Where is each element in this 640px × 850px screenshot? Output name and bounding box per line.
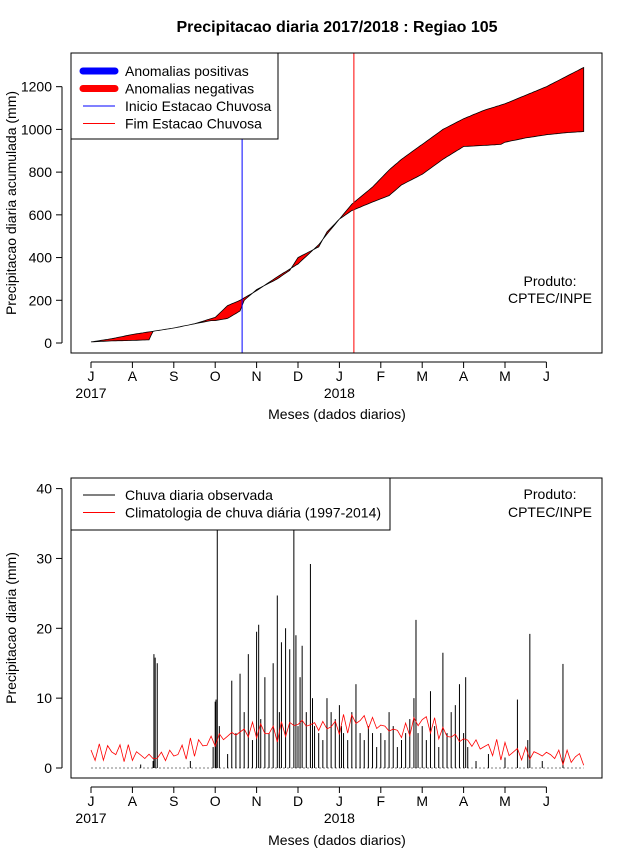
- upper-y-tick-label: 400: [29, 250, 53, 266]
- upper-year-label: 2018: [324, 385, 355, 401]
- lower-credit-product: Produto:: [524, 486, 577, 502]
- lower-x-axis-label: Meses (dados diarios): [268, 832, 406, 848]
- upper-legend: Anomalias positivas Anomalias negativasIn…: [70, 52, 279, 140]
- upper-plot-frame: [70, 52, 603, 354]
- lower-x-tick-label: N: [252, 793, 262, 809]
- upper-y-axis-label: Precipitacao diaria acumulada (mm): [3, 91, 19, 315]
- lower-year-label: 2017: [75, 810, 106, 826]
- upper-x-tick-label: N: [252, 368, 262, 384]
- upper-x-tick-label: J: [88, 368, 95, 384]
- lower-y-tick-label: 20: [36, 620, 52, 636]
- upper-year-label: 2017: [75, 385, 106, 401]
- upper-y-tick-label: 1200: [21, 79, 52, 95]
- negative-anomaly-band: [90, 66, 585, 343]
- upper-credit-product: Produto:: [524, 273, 577, 289]
- lower-x-tick-label: S: [169, 793, 178, 809]
- lower-x-tick-label: J: [543, 793, 550, 809]
- lower-year-label: 2018: [324, 810, 355, 826]
- upper-x-tick-label: M: [416, 368, 428, 384]
- upper-y-tick-label: 800: [29, 164, 53, 180]
- lower-legend-label: Climatologia de chuva diária (1997-2014): [125, 505, 381, 521]
- upper-x-tick-label: S: [169, 368, 178, 384]
- lower-legend-box: [70, 477, 391, 531]
- upper-y-tick-label: 200: [29, 292, 53, 308]
- upper-legend-label: Anomalias negativas: [125, 81, 254, 97]
- upper-legend-box: [70, 52, 279, 140]
- upper-legend-label: Anomalias positivas: [125, 63, 249, 79]
- upper-x-tick-label: A: [459, 368, 469, 384]
- lower-legend-label: Chuva diaria observada: [125, 487, 273, 503]
- upper-x-tick-label: D: [293, 368, 303, 384]
- lower-legend: Chuva diaria observada Climatologia de ch…: [70, 477, 391, 531]
- lower-x-tick-label: J: [336, 793, 343, 809]
- upper-x-tick-label: J: [543, 368, 550, 384]
- lower-y-tick-label: 10: [36, 690, 52, 706]
- upper-x-axis-label: Meses (dados diarios): [268, 406, 406, 422]
- upper-x-tick-label: A: [128, 368, 138, 384]
- lower-x-tick-label: F: [377, 793, 386, 809]
- lower-x-tick-label: M: [499, 793, 511, 809]
- lower-x-tick-label: J: [88, 793, 95, 809]
- chart-title: Precipitacao diaria 2017/2018 : Regiao 1…: [176, 19, 497, 36]
- upper-credit-org: CPTEC/INPE: [508, 290, 592, 306]
- upper-x-tick-label: F: [377, 368, 386, 384]
- upper-x-tick-label: J: [336, 368, 343, 384]
- upper-legend-label: Inicio Estacao Chuvosa: [125, 98, 272, 114]
- lower-x-tick-label: A: [128, 793, 138, 809]
- lower-y-tick-label: 0: [44, 760, 52, 776]
- lower-x-tick-label: D: [293, 793, 303, 809]
- climatology-line: [90, 713, 585, 767]
- lower-y-axis-label: Precipitacao diaria (mm): [3, 552, 19, 704]
- upper-y-tick-label: 0: [44, 335, 52, 351]
- upper-x-tick-label: O: [210, 368, 221, 384]
- lower-x-tick-label: A: [459, 793, 469, 809]
- lower-credit-org: CPTEC/INPE: [508, 504, 592, 520]
- lower-x-tick-label: M: [416, 793, 428, 809]
- upper-y-tick-label: 600: [29, 207, 53, 223]
- lower-x-tick-label: O: [210, 793, 221, 809]
- lower-y-tick-label: 40: [36, 481, 52, 497]
- upper-y-tick-label: 1000: [21, 121, 52, 137]
- upper-legend-label: Fim Estacao Chuvosa: [125, 116, 262, 132]
- lower-y-tick-label: 30: [36, 550, 52, 566]
- upper-x-tick-label: M: [499, 368, 511, 384]
